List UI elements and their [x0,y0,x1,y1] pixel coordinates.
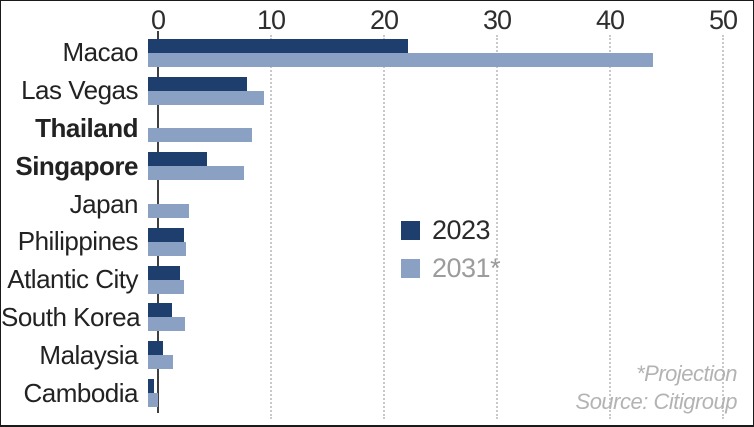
bar-2023 [148,152,207,167]
legend-label-2031: 2031* [432,253,501,283]
bar-2031 [148,241,187,256]
category-label: Philippines [17,226,139,257]
chart-row-south-korea: South Korea [1,299,753,337]
category-label: Thailand [35,112,138,143]
category-label: Macao [62,37,138,68]
bar-2031 [148,393,159,408]
gridline-50 [722,35,724,419]
chart-row-las-vegas: Las Vegas [1,72,753,110]
bar-2031 [148,52,654,67]
category-label: Cambodia [23,377,138,408]
bar-2031 [148,90,265,105]
bar-2031 [148,355,173,370]
bar-group [148,374,753,412]
chart-row-atlantic-city: Atlantic City [1,261,753,299]
category-label: Las Vegas [21,75,138,106]
chart-row-philippines: Philippines [1,223,753,261]
bar-2031 [148,204,189,219]
bar-rows: Macao Las Vegas Thailand Singapore Japan Phil… [1,34,753,412]
x-tick-50: 50 [708,5,738,35]
x-tick-10: 10 [256,5,286,35]
bar-2023 [148,227,185,242]
gridline-30 [496,35,498,419]
x-tick-0: 0 [150,5,166,35]
chart-row-macao: Macao [1,34,753,72]
bar-group [148,223,753,261]
chart-row-japan: Japan [1,185,753,223]
bar-2031 [148,317,186,332]
projection-note: *Projection [636,360,737,386]
category-label: Singapore [15,150,138,181]
gridline-40 [609,35,611,419]
footer-notes: *Projection Source: Citigroup [575,360,738,417]
y-axis-line [157,31,159,413]
chart-row-singapore: Singapore [1,147,753,185]
legend-swatch-2023 [401,221,420,240]
bar-2031 [148,166,245,181]
chart-row-cambodia: Cambodia [1,374,753,412]
legend-item-2023: 2023 [401,215,500,246]
bar-2031 [148,128,252,143]
bar-2031 [148,279,185,294]
bar-group [148,261,753,299]
bar-group [148,147,753,185]
bar-2023 [148,38,408,53]
legend-label-2023: 2023 [432,215,491,245]
category-label: Atlantic City [7,264,138,295]
gridline-10 [270,35,272,419]
legend: 2023 2031* [401,215,501,291]
category-label: South Korea [1,301,141,332]
source-note: Source: Citigroup [575,389,738,415]
chart-row-malaysia: Malaysia [1,336,753,374]
bar-group [148,72,753,110]
x-tick-20: 20 [369,5,399,35]
legend-item-2031: 2031* [401,253,501,284]
category-label: Japan [69,188,139,219]
legend-swatch-2031 [401,259,420,278]
bar-2023 [148,76,248,91]
bar-2023 [148,265,180,280]
bar-group [148,34,753,72]
category-label: Malaysia [39,339,138,370]
bar-2023 [148,379,154,394]
x-tick-40: 40 [595,5,625,35]
gridline-20 [383,35,385,419]
bar-2023 [148,303,172,318]
chart-row-thailand: Thailand [1,110,753,148]
x-tick-30: 30 [482,5,512,35]
bar-group [148,110,753,148]
bar-group [148,185,753,223]
bar-group [148,336,753,374]
bar-2023 [148,341,163,356]
bar-group [148,299,753,337]
